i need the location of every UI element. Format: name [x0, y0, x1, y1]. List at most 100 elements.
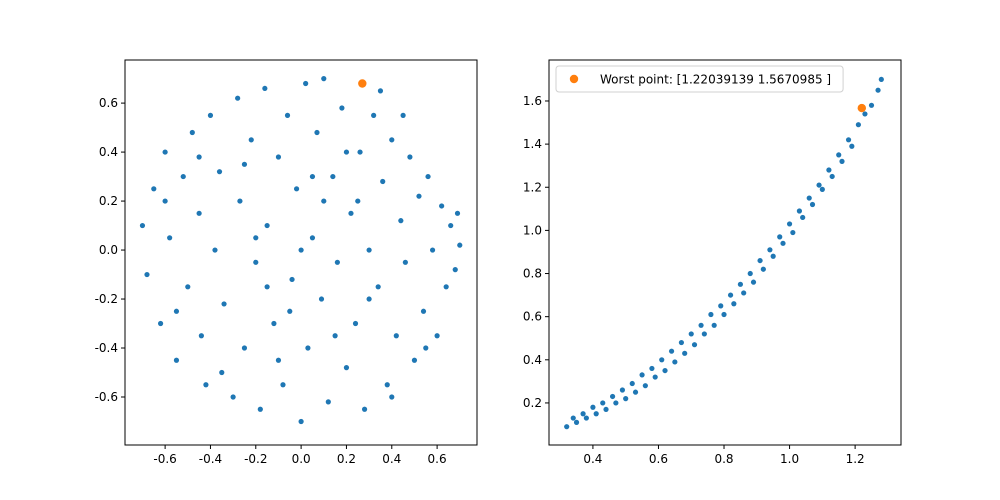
point: [139, 222, 146, 229]
point: [580, 411, 586, 417]
point: [423, 345, 429, 351]
point: [757, 257, 763, 264]
point: [600, 400, 606, 406]
point: [845, 137, 852, 143]
point: [672, 359, 678, 365]
axes-frame: [548, 59, 902, 446]
y-tick-label: 0.2: [99, 194, 118, 208]
point: [809, 201, 816, 208]
x-tick-label: 1.2: [846, 452, 865, 466]
point: [253, 259, 259, 265]
point: [216, 169, 223, 175]
point: [207, 112, 214, 118]
point: [619, 387, 626, 393]
point: [760, 266, 766, 272]
point: [790, 229, 796, 236]
y-tick-label: 1.0: [523, 223, 542, 237]
x-tick-label: -0.2: [244, 452, 267, 466]
point: [698, 322, 704, 328]
legend-label: Worst point: [1.22039139 1.5670985 ]: [600, 73, 831, 87]
point: [275, 357, 282, 363]
point: [806, 195, 812, 201]
point: [767, 247, 773, 253]
point: [309, 173, 316, 180]
point: [366, 247, 372, 253]
point: [241, 161, 248, 167]
y-tick-label: 1.4: [523, 137, 542, 151]
y-tick-label: 0.4: [99, 145, 118, 159]
point: [221, 301, 227, 307]
x-tick-label: -0.4: [199, 452, 222, 466]
point: [162, 149, 168, 155]
point: [241, 345, 248, 351]
x-tick-label: 1.0: [780, 452, 799, 466]
x-tick-label: 0.6: [649, 452, 668, 466]
point: [366, 296, 372, 302]
point: [691, 342, 698, 348]
point: [334, 259, 340, 265]
point: [162, 198, 168, 204]
point: [839, 158, 845, 164]
point: [770, 253, 776, 259]
point: [829, 173, 835, 180]
point: [593, 411, 599, 417]
point: [583, 415, 589, 421]
point: [303, 80, 309, 87]
point: [777, 234, 783, 240]
point: [420, 308, 427, 314]
point: [662, 367, 668, 374]
point: [623, 396, 629, 402]
y-tick-label: 1.2: [523, 180, 542, 194]
point: [384, 382, 390, 388]
point: [878, 76, 884, 83]
point: [452, 267, 458, 273]
point: [371, 112, 377, 118]
point: [639, 372, 645, 378]
point: [718, 303, 724, 309]
x-tick-label: 0.0: [292, 452, 311, 466]
point: [196, 210, 202, 216]
point: [185, 284, 191, 290]
point: [590, 404, 596, 410]
point: [343, 365, 350, 371]
point: [800, 214, 806, 221]
point: [826, 167, 832, 173]
point: [701, 331, 707, 337]
point: [348, 210, 354, 216]
point: [609, 393, 616, 400]
point: [262, 85, 268, 92]
point: [849, 143, 855, 149]
point: [375, 284, 381, 290]
point: [235, 95, 241, 101]
point: [358, 79, 367, 88]
point: [248, 137, 254, 143]
point: [264, 222, 270, 229]
point: [361, 406, 368, 412]
point: [318, 296, 325, 302]
point: [400, 112, 406, 118]
point: [737, 281, 744, 287]
point: [237, 198, 243, 204]
x-tick-label: 0.8: [714, 452, 733, 466]
point: [305, 345, 311, 351]
point: [454, 210, 461, 216]
point: [731, 301, 737, 307]
point: [352, 320, 359, 327]
point: [284, 112, 291, 118]
point: [189, 129, 195, 136]
point: [253, 235, 259, 241]
point: [264, 284, 270, 290]
point: [389, 137, 395, 143]
point: [678, 339, 685, 346]
point: [380, 178, 386, 185]
point: [343, 149, 350, 155]
point: [151, 186, 157, 192]
point: [377, 88, 384, 94]
y-tick-label: -0.6: [95, 390, 118, 404]
point: [330, 173, 336, 180]
point: [750, 279, 757, 285]
point: [573, 419, 580, 425]
y-tick-label: 0.2: [523, 396, 542, 410]
x-tick-label: 0.4: [583, 452, 602, 466]
point: [855, 122, 861, 128]
